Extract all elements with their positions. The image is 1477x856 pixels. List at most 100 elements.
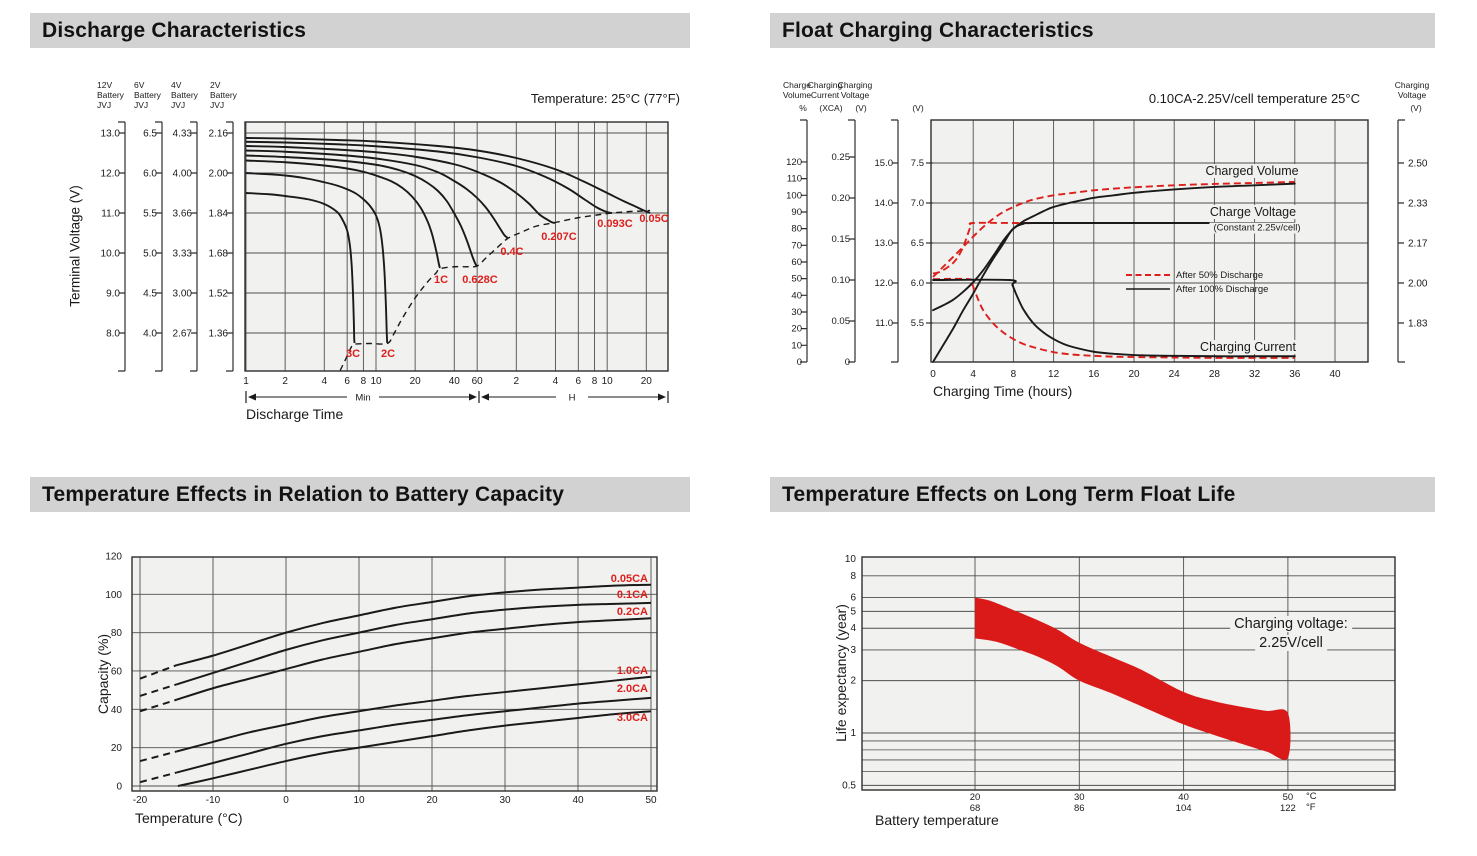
discharge-curve — [245, 137, 651, 214]
x-axis-title-temperature: Temperature (°C) — [135, 810, 243, 826]
y-tick-label: 6.5 — [143, 129, 157, 140]
temperature-note: Temperature: 25°C (77°F) — [530, 91, 680, 106]
y-tick-label: 3 — [850, 645, 856, 656]
scale-header: 2V — [210, 80, 221, 90]
right-voltage-scale-rail — [1397, 119, 1405, 363]
y-tick-label: 1 — [850, 728, 856, 739]
life-expectancy-band — [975, 597, 1291, 760]
x-axis-title-battery-temperature: Battery temperature — [875, 812, 999, 828]
y-tick-label: 4.33 — [173, 129, 193, 140]
voltage-scale-rail — [226, 121, 234, 372]
y-tick-label: 0.15 — [832, 234, 851, 245]
y-tick-label: 50 — [791, 274, 802, 285]
curve-label: 0.4C — [500, 246, 523, 258]
scale-header: Charge — [783, 80, 811, 90]
plot-background — [132, 557, 657, 791]
x-tick-label: 6 — [576, 376, 582, 387]
x-tick-label: 10 — [602, 376, 614, 387]
arrowhead-right — [658, 393, 666, 401]
capacity-curve — [177, 710, 652, 787]
x-tick-label: 4 — [553, 376, 559, 387]
x-tick-label: 1 — [243, 376, 249, 387]
curve-label: 0.628C — [462, 274, 498, 286]
y-tick-label: 8.0 — [106, 329, 120, 340]
scale-header: Battery — [134, 90, 162, 100]
y-tick-label: 13.0 — [875, 238, 894, 249]
scale-header: Voltage — [841, 90, 870, 100]
plot-border — [244, 121, 669, 372]
y-tick-label: 6.0 — [911, 278, 924, 289]
float-charging-curve — [932, 278, 1296, 358]
y-tick-label: 2.16 — [209, 129, 229, 140]
capacity-curve — [176, 696, 652, 774]
capacity-curve — [176, 617, 652, 701]
y-tick-label: 12.0 — [101, 169, 121, 180]
y-tick-label: 9.0 — [106, 289, 120, 300]
discharge-curve — [245, 172, 389, 344]
voltage-scale-rail — [190, 121, 198, 372]
y-axis-title-terminal-voltage: Terminal Voltage (V) — [67, 185, 83, 307]
arrowhead-right — [469, 393, 477, 401]
section-title: Temperature Effects on Long Term Float L… — [782, 482, 1236, 506]
y-tick-label: 20 — [111, 743, 123, 754]
y-tick-label: 30 — [791, 307, 802, 318]
x-tick-label: 50 — [645, 795, 657, 806]
y-tick-label: 10 — [845, 554, 857, 565]
capacity-curve — [176, 601, 652, 686]
section-title: Float Charging Characteristics — [782, 18, 1094, 42]
x-tick-label: 2 — [514, 376, 520, 387]
x-tick-label: 10 — [353, 795, 365, 806]
capacity-curve-dashed — [139, 750, 177, 763]
y-tick-label: 80 — [791, 224, 802, 235]
voltage-scale-rail — [118, 121, 126, 372]
x-tick-label: 40 — [572, 795, 584, 806]
x-tick-label-celsius: 20 — [970, 792, 981, 803]
capacity-curve-dashed — [139, 664, 177, 680]
y-tick-label: 2 — [850, 676, 856, 687]
x-tick-label: 30 — [499, 795, 511, 806]
capacity-curve — [176, 675, 652, 753]
scale-header: JVJ — [97, 100, 111, 110]
y-tick-label: 7.0 — [911, 198, 924, 209]
y-tick-label: 10 — [791, 340, 802, 351]
x-tick-label: 20 — [410, 376, 422, 387]
x-tick-label: 24 — [1169, 369, 1181, 380]
x-tick-label-fahrenheit: 104 — [1176, 803, 1192, 814]
y-tick-label: 3.33 — [173, 249, 193, 260]
y-tick-label: 1.84 — [209, 209, 229, 220]
plot-background — [245, 122, 668, 371]
y-tick-label: 2.17 — [1408, 239, 1428, 250]
scale-header: (V) — [912, 103, 924, 113]
section-title: Discharge Characteristics — [42, 18, 307, 42]
scale-header: 6V — [134, 80, 145, 90]
x-tick-label: 36 — [1289, 369, 1301, 380]
y-tick-label: 8 — [850, 571, 856, 582]
discharge-curve — [245, 149, 509, 239]
float-charging-curve — [932, 181, 1295, 278]
x-tick-label: 32 — [1249, 369, 1261, 380]
capacity-curve-dashed — [139, 698, 177, 713]
y-tick-label: 80 — [111, 628, 123, 639]
x-tick-label: 10 — [370, 376, 382, 387]
x-tick-label: 0 — [930, 369, 936, 380]
plot-border — [861, 556, 1396, 791]
scale-header: Voltage — [1398, 90, 1427, 100]
x-tick-label-celsius: 50 — [1283, 792, 1294, 803]
curve-label: 0.207C — [541, 231, 577, 243]
scale-header: Charging — [808, 80, 843, 90]
scale-header: (XCA) — [819, 103, 842, 113]
discharge-endpoint-dashed-line — [339, 209, 651, 371]
y-tick-label: 0.10 — [832, 275, 851, 286]
x-tick-label: 20 — [641, 376, 653, 387]
charging-voltage-annotation-line2: 2.25V/cell — [1255, 635, 1327, 651]
x-tick-label: 12 — [1048, 369, 1060, 380]
float-charging-curve — [932, 182, 1296, 363]
x-tick-label: 6 — [344, 376, 350, 387]
y-tick-label: 40 — [111, 705, 123, 716]
x-tick-label-fahrenheit: 122 — [1280, 803, 1296, 814]
x-tick-label: 8 — [1011, 369, 1017, 380]
y-tick-label: 6.5 — [911, 238, 924, 249]
x-tick-label: 60 — [472, 376, 484, 387]
scale-header: 4V — [171, 80, 182, 90]
